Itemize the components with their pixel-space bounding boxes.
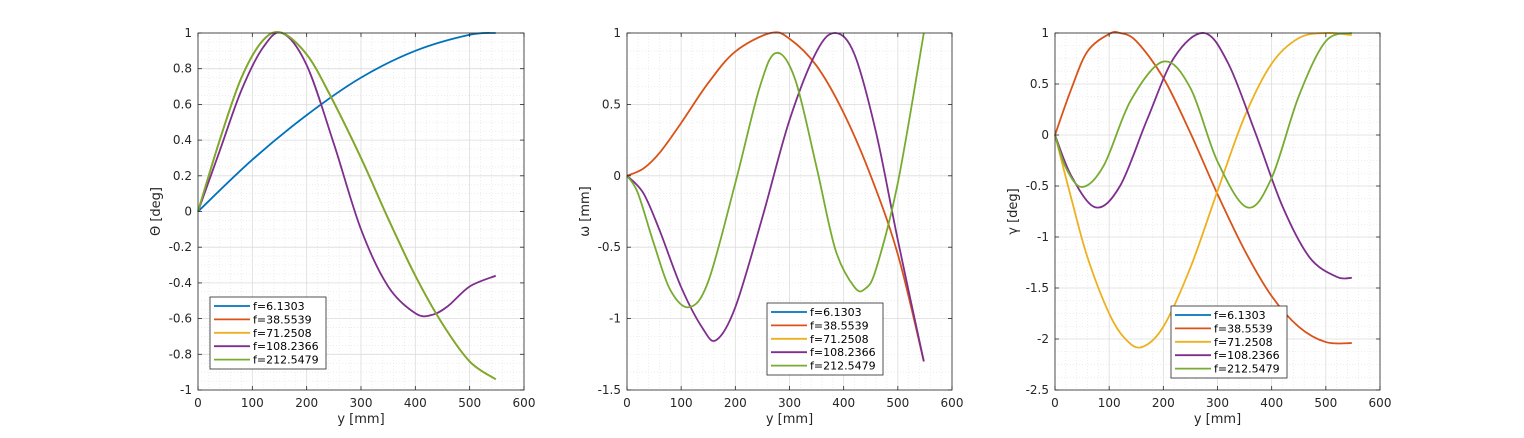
- legend-label-5: f=212.5479: [253, 354, 319, 367]
- legend-label-4: f=108.2366: [810, 346, 876, 359]
- x-tick-label: 300: [1206, 396, 1229, 410]
- chart-3: 0 100 200 300 400 500 600 -2.5 -2 -1.5 -1 -0.5 0 0.5 1…: [1006, 26, 1391, 427]
- x-tick-label: 500: [886, 396, 909, 410]
- series-line-2: [1054, 31, 1352, 345]
- y-tick-label: -0.5: [1026, 179, 1049, 193]
- legend-label-5: f=212.5479: [810, 360, 876, 373]
- y-tick-label: -0.8: [169, 347, 192, 361]
- y-tick-label: -1.5: [1026, 281, 1049, 295]
- y-tick-label: -0.4: [169, 276, 192, 290]
- y-axis-label: Θ [deg]: [149, 187, 164, 236]
- y-tick-label: 0: [184, 205, 192, 219]
- x-tick-label: 100: [670, 396, 693, 410]
- x-axis-label: y [mm]: [766, 412, 813, 427]
- series-line-5: [1054, 32, 1353, 209]
- x-tick-label: 600: [513, 396, 536, 410]
- x-axis-label: y [mm]: [337, 412, 384, 427]
- x-tick-label: 100: [1098, 396, 1121, 410]
- x-tick-label: 200: [1152, 396, 1175, 410]
- legend-label-2: f=38.5539: [253, 313, 312, 326]
- y-tick-label: 0.6: [173, 97, 192, 111]
- y-tick-label: -1: [609, 312, 621, 326]
- x-tick-label: 0: [1051, 396, 1059, 410]
- legend-label-2: f=38.5539: [810, 319, 869, 332]
- y-tick-label: 0.8: [173, 62, 192, 76]
- x-tick-label: 400: [404, 396, 427, 410]
- y-tick-label: -1: [180, 383, 192, 397]
- legend-label-1: f=6.1303: [1214, 309, 1266, 322]
- legend-label-4: f=108.2366: [1214, 349, 1280, 362]
- series-line-3: [1054, 32, 1352, 349]
- legend-label-3: f=71.2508: [810, 333, 869, 346]
- legend: f=6.1303f=38.5539f=71.2508f=108.2366f=21…: [766, 302, 884, 376]
- x-axis-label: y [mm]: [1194, 412, 1241, 427]
- y-tick-label: 1: [184, 26, 192, 40]
- legend: f=6.1303f=38.5539f=71.2508f=108.2366f=21…: [209, 296, 327, 370]
- x-tick-label: 0: [194, 396, 202, 410]
- x-tick-label: 300: [778, 396, 801, 410]
- x-tick-label: 400: [1260, 396, 1283, 410]
- series-line-2: [626, 31, 925, 362]
- chart-1: 0 100 200 300 400 500 600 -1 -0.8 -0.6 -0.4 -0.2 0 0.…: [149, 26, 535, 427]
- y-tick-label: 0: [1041, 128, 1049, 142]
- y-tick-label: -1.5: [598, 383, 621, 397]
- y-tick-label: 0.5: [1030, 77, 1049, 91]
- y-tick-label: -2: [1037, 332, 1049, 346]
- series-line-5: [197, 31, 497, 381]
- x-tick-label: 600: [1369, 396, 1392, 410]
- y-tick-label: 0.2: [173, 169, 192, 183]
- legend-label-1: f=6.1303: [253, 300, 305, 313]
- series-line-4: [197, 31, 497, 318]
- series-line-5: [626, 32, 925, 309]
- series-line-4: [626, 32, 925, 362]
- y-tick-label: -0.5: [598, 240, 621, 254]
- chart-2: 0 100 200 300 400 500 600 -1.5 -1 -0.5 0 0.5 1 y [mm]…: [578, 26, 963, 427]
- legend-label-4: f=108.2366: [253, 340, 319, 353]
- legend: f=6.1303f=38.5539f=71.2508f=108.2366f=21…: [1170, 305, 1288, 379]
- legend-label-3: f=71.2508: [1214, 336, 1273, 349]
- x-tick-label: 500: [458, 396, 481, 410]
- x-tick-label: 400: [832, 396, 855, 410]
- x-tick-label: 200: [724, 396, 747, 410]
- y-tick-label: 1: [613, 26, 621, 40]
- y-axis-label: γ [deg]: [1006, 188, 1021, 234]
- y-axis-label: ω [mm]: [578, 186, 593, 237]
- y-tick-label: -0.2: [169, 240, 192, 254]
- x-tick-label: 0: [623, 396, 631, 410]
- y-tick-label: -2.5: [1026, 383, 1049, 397]
- y-tick-label: 0.5: [602, 97, 621, 111]
- x-tick-label: 500: [1314, 396, 1337, 410]
- x-tick-label: 200: [295, 396, 318, 410]
- x-tick-label: 600: [941, 396, 964, 410]
- y-tick-label: 1: [1041, 26, 1049, 40]
- y-tick-label: 0: [613, 169, 621, 183]
- y-tick-label: -0.6: [169, 312, 192, 326]
- x-tick-label: 100: [241, 396, 264, 410]
- y-tick-label: 0.4: [173, 133, 192, 147]
- y-tick-label: -1: [1037, 230, 1049, 244]
- x-tick-label: 300: [350, 396, 373, 410]
- legend-label-2: f=38.5539: [1214, 322, 1273, 335]
- legend-label-5: f=212.5479: [1214, 363, 1280, 376]
- legend-label-1: f=6.1303: [810, 306, 862, 319]
- legend-label-3: f=71.2508: [253, 327, 312, 340]
